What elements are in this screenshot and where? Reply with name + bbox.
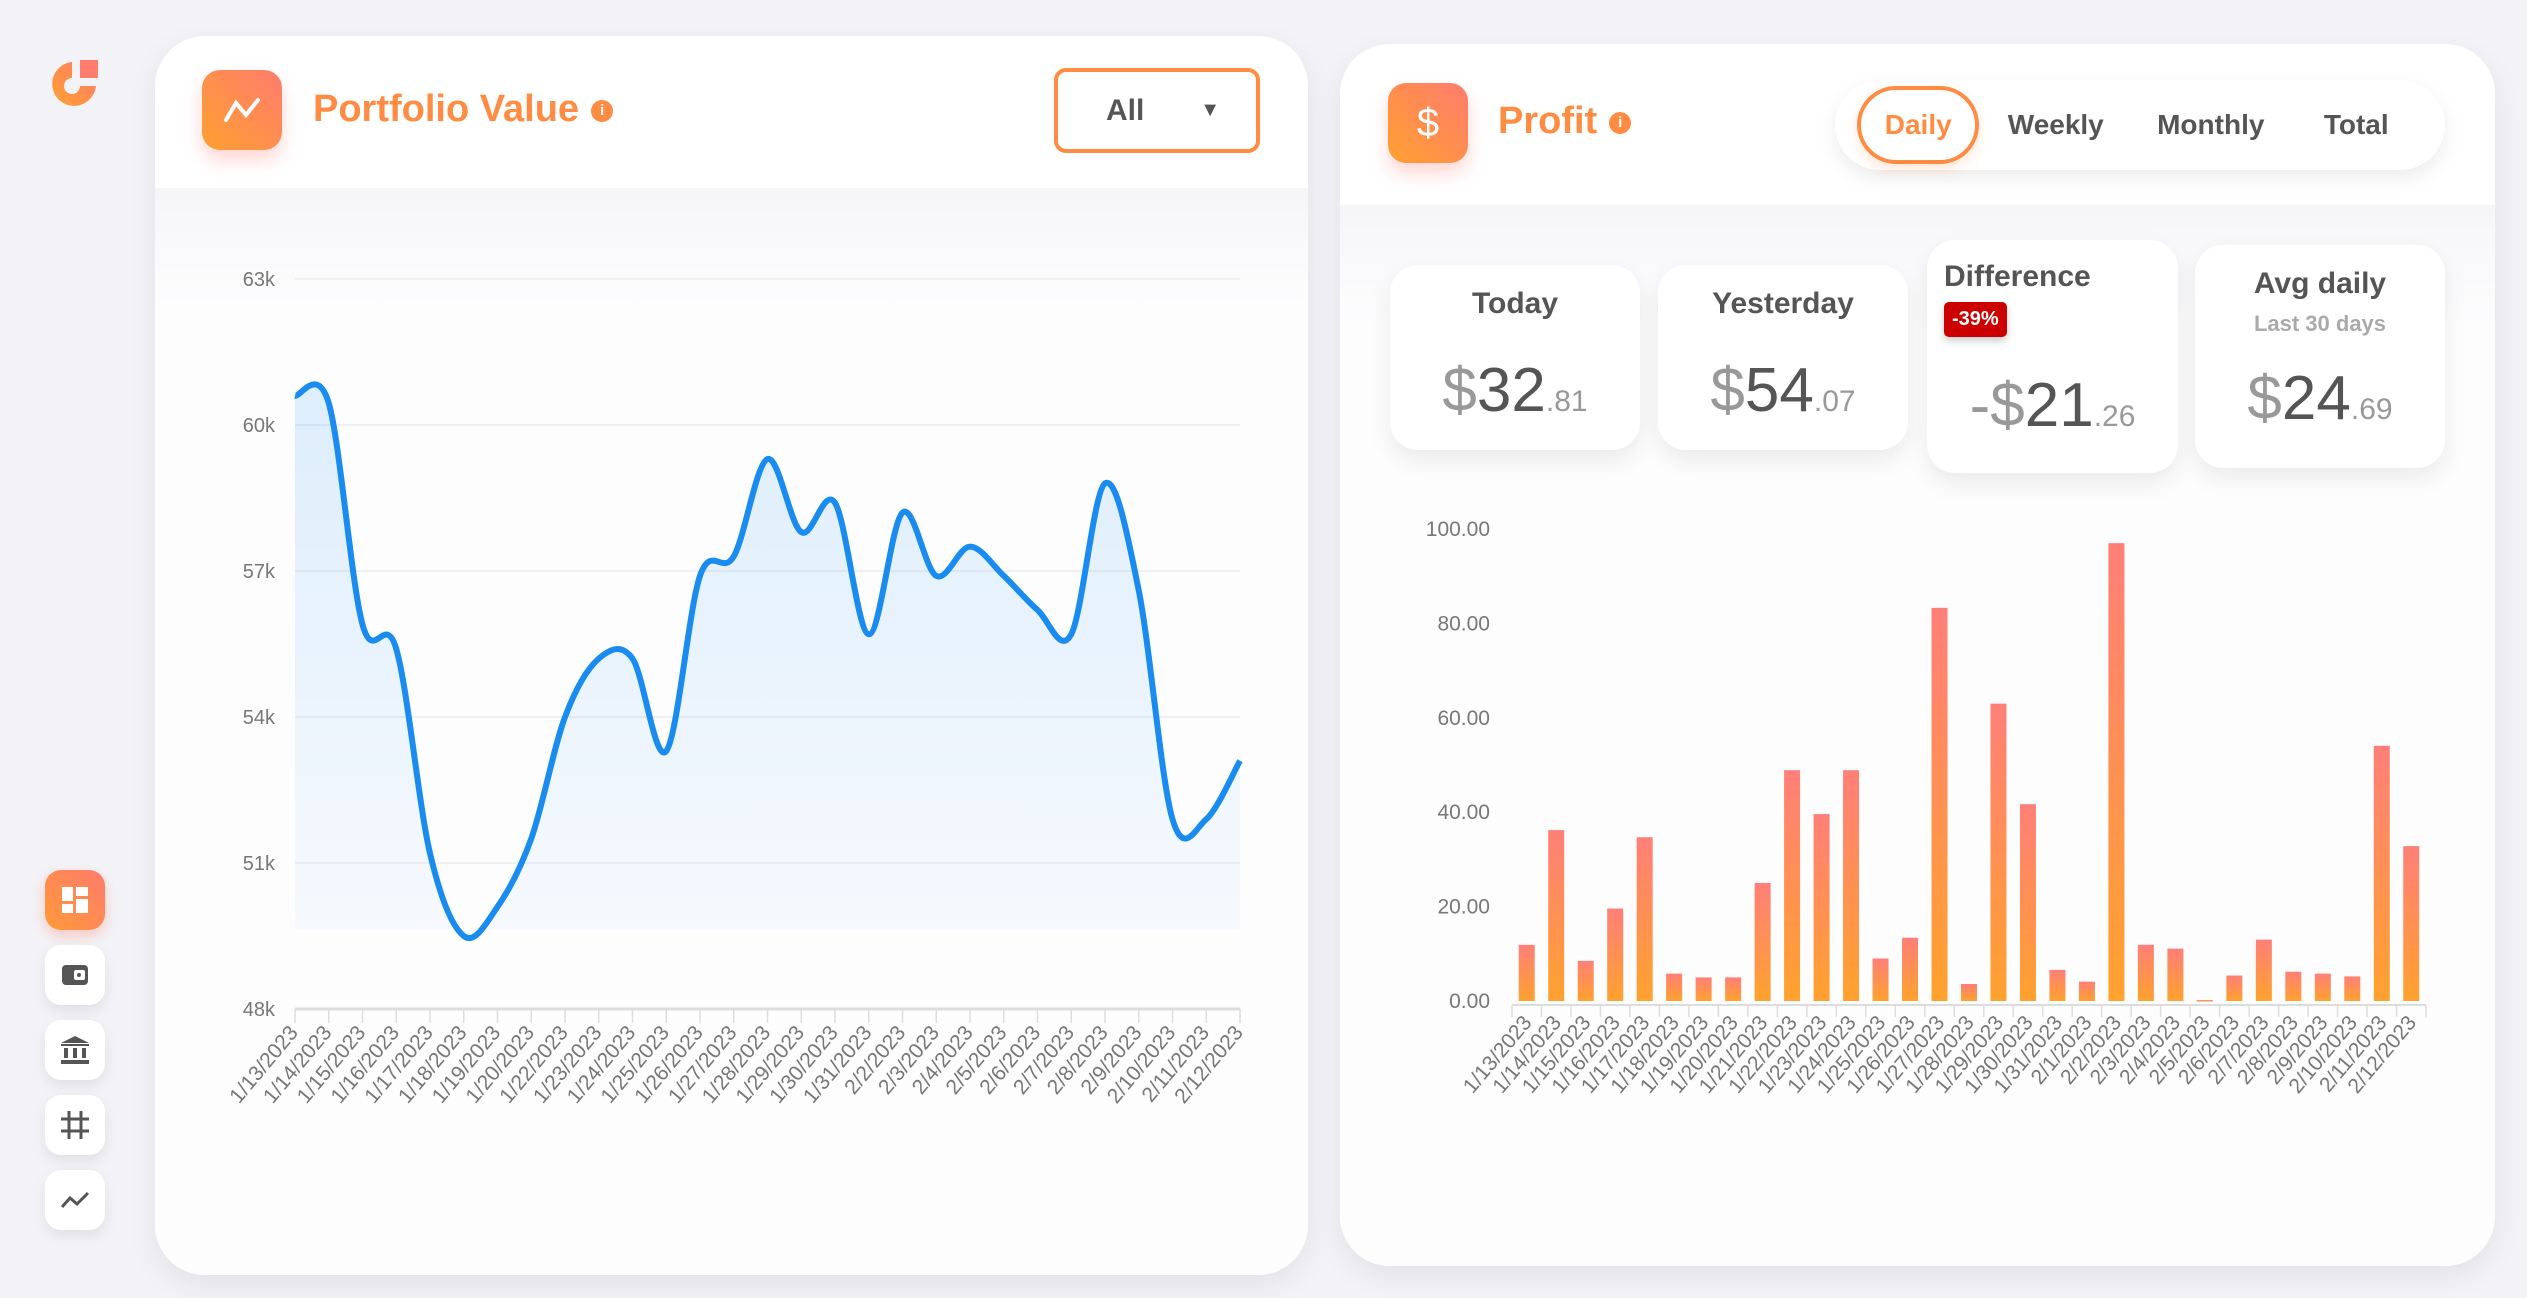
stat-value: $54.07 [1710, 356, 1856, 425]
stat-label: Yesterday [1712, 287, 1854, 320]
sidebar-item-grid[interactable] [45, 1095, 105, 1155]
stat-yesterday: Yesterday $54.07 [1658, 265, 1908, 450]
stat-value: $32.81 [1442, 356, 1588, 425]
sidebar-item-bank[interactable] [45, 1020, 105, 1080]
bank-icon [61, 1036, 89, 1064]
portfolio-title: Portfolio Value i [313, 88, 614, 131]
stat-label: Today [1471, 287, 1559, 320]
dashboard-icon [62, 887, 88, 913]
range-select[interactable]: All ▼ [1054, 68, 1260, 153]
app-logo[interactable] [50, 58, 102, 110]
sidebar-item-wallet[interactable] [45, 945, 105, 1005]
grid-icon [61, 1111, 89, 1139]
trend-icon [60, 1191, 90, 1208]
tab-daily[interactable]: Daily [1857, 86, 1980, 164]
stat-value: $24.69 [2247, 364, 2393, 433]
stat-difference: Difference -39% -$21.26 [1927, 240, 2178, 473]
tab-weekly[interactable]: Weekly [2007, 109, 2104, 140]
sidebar-item-chart[interactable] [45, 1170, 105, 1230]
portfolio-chart-area [155, 188, 1308, 1275]
stat-label: Avg daily [2253, 267, 2387, 300]
info-icon[interactable]: i [1609, 111, 1632, 134]
stat-today: Today $32.81 [1390, 265, 1640, 450]
profit-card: $ Profit i Daily Weekly Monthly Total Tod… [1340, 44, 2495, 1266]
portfolio-header-icon [202, 70, 282, 150]
stat-sublabel: Last 30 days [2253, 311, 2387, 336]
tab-total[interactable]: Total [2323, 109, 2389, 140]
period-tabs: Daily Weekly Monthly Total [1835, 80, 2445, 170]
sidebar-item-dashboard[interactable] [45, 870, 105, 930]
wallet-icon [62, 965, 88, 985]
stat-avg-daily: Avg daily Last 30 days $24.69 [2195, 245, 2445, 468]
dollar-icon: $ [1388, 83, 1468, 163]
chevron-down-icon: ▼ [1200, 99, 1220, 121]
tab-monthly[interactable]: Monthly [2157, 109, 2265, 140]
stat-label: Difference [1944, 260, 2091, 293]
range-select-value: All [1106, 93, 1145, 127]
stat-value: -$21.26 [1969, 371, 2136, 440]
portfolio-card: Portfolio Value i All ▼ [155, 36, 1308, 1275]
trend-icon [224, 98, 260, 122]
portfolio-title-text: Portfolio Value [313, 88, 580, 130]
change-badge: -39% [1944, 302, 2007, 337]
info-icon[interactable]: i [591, 99, 614, 122]
profit-title-text: Profit [1498, 100, 1598, 142]
profit-title: Profit i [1498, 100, 1632, 143]
